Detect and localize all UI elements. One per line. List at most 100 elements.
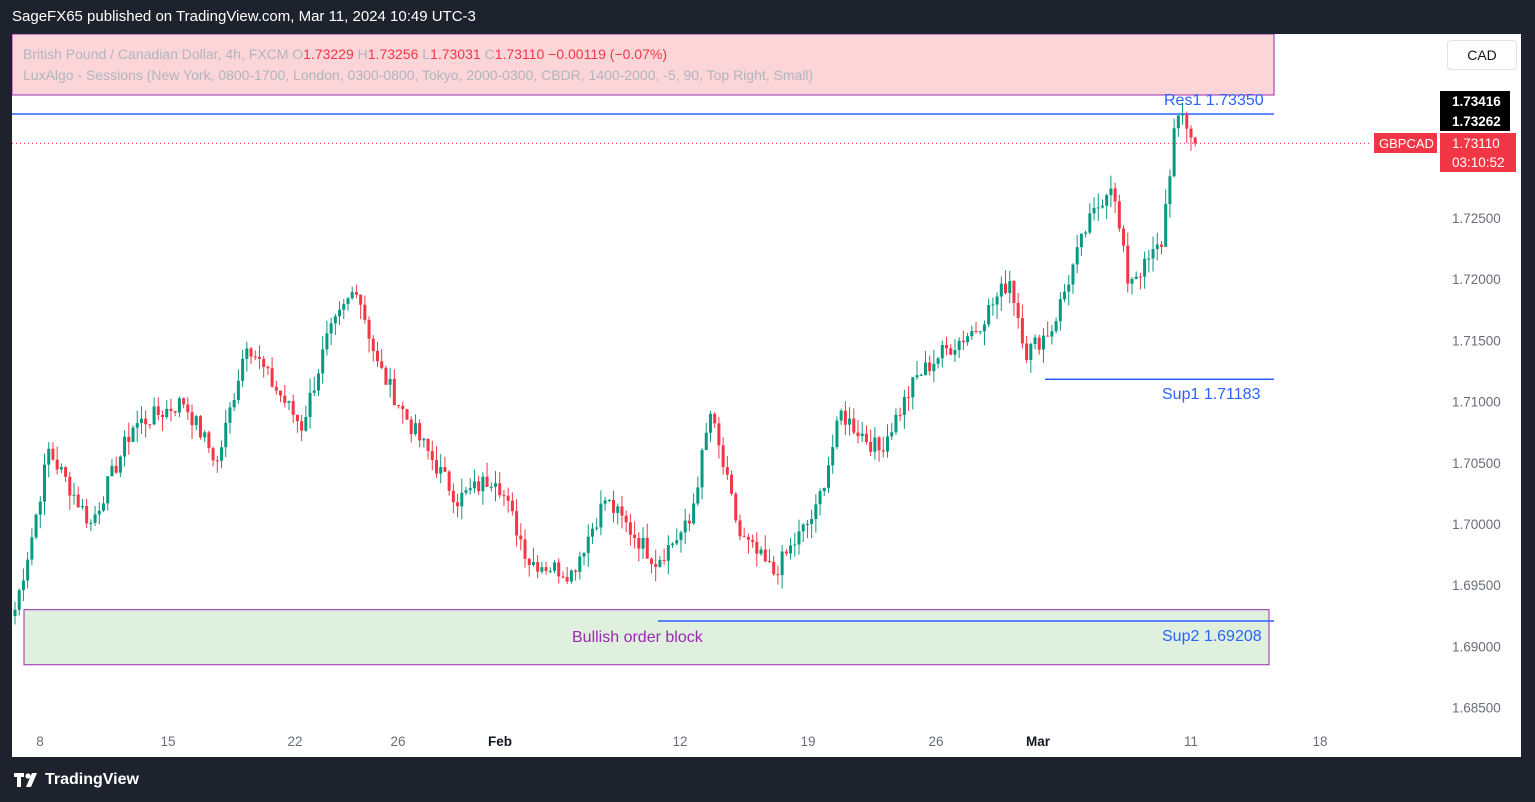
candle-body bbox=[274, 386, 278, 391]
candle-body bbox=[839, 410, 843, 421]
candle-body bbox=[527, 558, 531, 566]
candle-body bbox=[974, 331, 978, 333]
candle-body bbox=[300, 421, 304, 431]
candle-body bbox=[1058, 299, 1062, 322]
candle-body bbox=[506, 495, 510, 501]
candle-body bbox=[1181, 114, 1185, 116]
candle-body bbox=[578, 556, 582, 572]
candle-body bbox=[346, 298, 350, 305]
candle-body bbox=[43, 464, 47, 502]
candle-body bbox=[118, 456, 122, 473]
candle-body bbox=[763, 549, 767, 562]
candle-body bbox=[257, 356, 261, 359]
candle-body bbox=[224, 422, 228, 448]
candle-body bbox=[190, 412, 194, 426]
legend-line-1: British Pound / Canadian Dollar, 4h, FXC… bbox=[23, 44, 813, 65]
candlestick-chart[interactable]: Bullish order block Res1 1.73350 Sup1 1.… bbox=[12, 34, 1521, 757]
candle-body bbox=[523, 539, 527, 559]
candle-body bbox=[1105, 195, 1109, 206]
session-box bbox=[12, 34, 1275, 96]
candle-body bbox=[1020, 318, 1024, 344]
candle-body bbox=[679, 532, 683, 541]
candle-body bbox=[510, 500, 514, 512]
candle-body bbox=[375, 351, 379, 362]
candle-body bbox=[746, 536, 750, 540]
price-tag: 1.73110 bbox=[1452, 136, 1500, 151]
candle-body bbox=[13, 609, 17, 616]
candle-body bbox=[468, 488, 472, 491]
candle-body bbox=[751, 539, 755, 542]
candle-body bbox=[801, 524, 805, 532]
candle-body bbox=[822, 487, 826, 492]
candle-body bbox=[447, 471, 451, 491]
candle-body bbox=[805, 523, 809, 525]
candle-body bbox=[85, 505, 89, 524]
candle-body bbox=[628, 522, 632, 535]
candle-body bbox=[772, 561, 776, 575]
candle-body bbox=[645, 537, 649, 559]
price-tag-bg bbox=[1440, 133, 1516, 172]
candle-body bbox=[957, 340, 961, 351]
candle-body bbox=[725, 467, 729, 475]
candle-body bbox=[76, 494, 80, 508]
candle-body bbox=[1054, 321, 1058, 332]
candle-body bbox=[177, 398, 181, 413]
price-tick-label: 1.72000 bbox=[1452, 272, 1501, 287]
time-tick-label: 26 bbox=[390, 734, 405, 749]
tradingview-brand: TradingView bbox=[45, 770, 139, 788]
candle-body bbox=[1071, 264, 1075, 285]
candle-body bbox=[1033, 337, 1037, 345]
candle-body bbox=[253, 356, 257, 358]
candle-body bbox=[1113, 188, 1117, 202]
candle-body bbox=[810, 518, 814, 524]
candle-body bbox=[38, 501, 42, 515]
price-tick-label: 1.71000 bbox=[1452, 395, 1501, 410]
time-tick-label: 8 bbox=[36, 734, 44, 749]
candle-body bbox=[367, 319, 371, 339]
candle-body bbox=[603, 500, 607, 504]
candle-body bbox=[1134, 276, 1138, 280]
candle-body bbox=[776, 574, 780, 576]
open-label: O bbox=[292, 46, 304, 62]
candle-body bbox=[894, 414, 898, 433]
time-tick-label: 18 bbox=[1312, 734, 1327, 749]
candle-body bbox=[1164, 204, 1168, 247]
candle-body bbox=[472, 481, 476, 489]
candle-body bbox=[26, 559, 30, 581]
candle-body bbox=[961, 340, 965, 343]
candle-body bbox=[590, 528, 594, 537]
candle-body bbox=[599, 503, 603, 528]
candle-body bbox=[397, 405, 401, 407]
legend-line-2[interactable]: LuxAlgo - Sessions (New York, 0800-1700,… bbox=[23, 67, 814, 83]
currency-button[interactable]: CAD bbox=[1447, 40, 1517, 70]
candle-body bbox=[1126, 245, 1130, 284]
candle-body bbox=[683, 520, 687, 533]
candle-body bbox=[241, 358, 245, 381]
candle-body bbox=[692, 503, 696, 524]
candle-body bbox=[1193, 137, 1197, 144]
candle-body bbox=[1025, 343, 1029, 360]
candle-body bbox=[173, 411, 177, 413]
candle-body bbox=[987, 305, 991, 325]
candle-body bbox=[717, 423, 721, 446]
candle-body bbox=[755, 541, 759, 554]
low-tag: 1.73262 bbox=[1452, 114, 1501, 129]
candle-body bbox=[978, 331, 982, 333]
high-tag-bg bbox=[1440, 91, 1510, 131]
tradingview-logo[interactable]: TradingView bbox=[14, 771, 139, 789]
candle-body bbox=[704, 432, 708, 451]
candle-body bbox=[498, 483, 502, 496]
candle-body bbox=[502, 495, 506, 497]
candle-body bbox=[999, 283, 1003, 297]
candle-body bbox=[1075, 247, 1079, 265]
candle-body bbox=[784, 551, 788, 554]
time-axis[interactable]: 8 15 22 26 Feb 12 19 26 Mar 11 18 bbox=[36, 734, 1327, 749]
candle-body bbox=[59, 467, 63, 470]
candle-body bbox=[616, 506, 620, 513]
candle-body bbox=[624, 515, 628, 523]
price-axis[interactable]: 1.72500 1.72000 1.71500 1.71000 1.70500 1.700… bbox=[1452, 211, 1501, 716]
candle-body bbox=[898, 414, 902, 416]
chart-area[interactable]: Bullish order block Res1 1.73350 Sup1 1.… bbox=[12, 34, 1521, 757]
candle-body bbox=[392, 378, 396, 406]
candle-body bbox=[1092, 207, 1096, 214]
